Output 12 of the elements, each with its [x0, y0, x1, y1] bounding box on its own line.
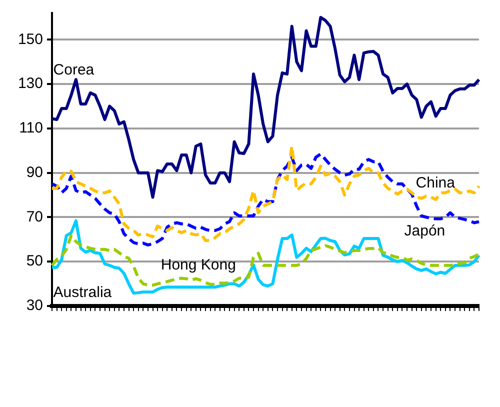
- y-tick-label: 130: [18, 75, 43, 92]
- series-label: China: [416, 174, 456, 192]
- y-tick-label: 150: [18, 30, 43, 48]
- y-tick-label: 70: [26, 208, 43, 226]
- series-label: Hong Kong: [160, 256, 236, 274]
- y-tick-label: 110: [19, 120, 43, 137]
- y-tick-label: 30: [26, 297, 43, 314]
- y-tick-label: 90: [26, 164, 43, 181]
- y-tick-label: 50: [26, 252, 43, 270]
- series-label: Australia: [53, 284, 112, 302]
- series-label: Japón: [404, 222, 446, 240]
- series-label: Corea: [53, 62, 95, 79]
